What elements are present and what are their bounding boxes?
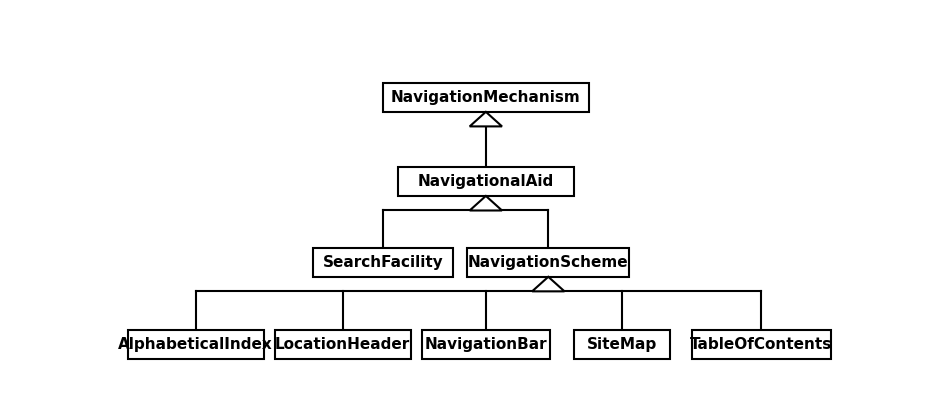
FancyBboxPatch shape — [574, 330, 669, 359]
Polygon shape — [532, 277, 564, 291]
Text: SiteMap: SiteMap — [587, 337, 657, 352]
Text: TableOfContents: TableOfContents — [690, 337, 832, 352]
FancyBboxPatch shape — [383, 83, 589, 112]
FancyBboxPatch shape — [422, 330, 550, 359]
Text: LocationHeader: LocationHeader — [275, 337, 410, 352]
FancyBboxPatch shape — [691, 330, 831, 359]
FancyBboxPatch shape — [467, 248, 629, 277]
FancyBboxPatch shape — [313, 248, 453, 277]
Text: NavigationBar: NavigationBar — [425, 337, 547, 352]
Polygon shape — [469, 112, 502, 126]
FancyBboxPatch shape — [128, 330, 264, 359]
FancyBboxPatch shape — [275, 330, 410, 359]
Text: AlphabeticalIndex: AlphabeticalIndex — [118, 337, 273, 352]
FancyBboxPatch shape — [398, 167, 574, 196]
Text: SearchFacility: SearchFacility — [322, 255, 444, 270]
Polygon shape — [469, 196, 502, 210]
Text: NavigationScheme: NavigationScheme — [468, 255, 629, 270]
Text: NavigationalAid: NavigationalAid — [418, 174, 554, 189]
Text: NavigationMechanism: NavigationMechanism — [391, 90, 581, 105]
